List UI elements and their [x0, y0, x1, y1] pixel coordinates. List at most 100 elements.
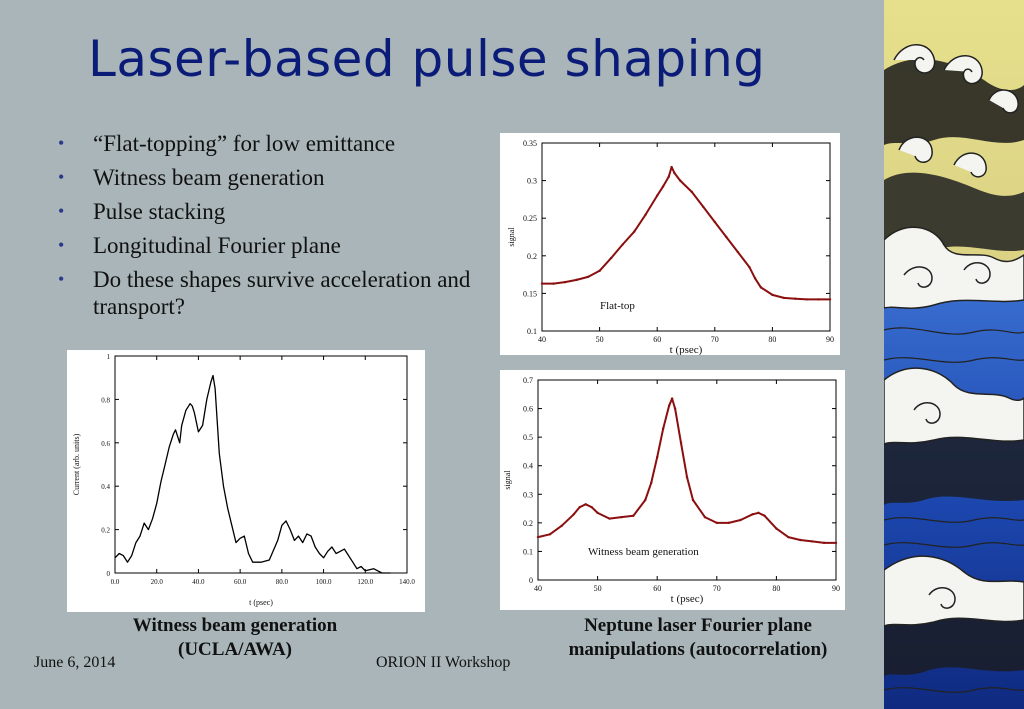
data-point [540, 282, 544, 285]
data-point [586, 275, 590, 279]
y-tick-label: 0.3 [523, 490, 533, 499]
data-point [644, 498, 647, 502]
data-point [590, 505, 593, 509]
bullet-dot: • [58, 133, 65, 153]
bullet-dot: • [58, 235, 65, 255]
chart-annotation: Witness beam generation [588, 546, 699, 558]
y-axis-label: signal [503, 470, 512, 490]
data-point [787, 535, 790, 539]
data-point [703, 515, 707, 519]
data-point [650, 481, 653, 485]
x-tick-label: 50 [594, 584, 602, 593]
ucla-awa-chart-svg: 0.0 20.0 40.0 60.0 80.0 100.0 120.0 140.0 0 0.2 0.… [72, 353, 415, 607]
y-tick-label: 0.2 [101, 527, 110, 535]
data-point [751, 513, 754, 516]
data-point [775, 527, 778, 530]
data-point [715, 521, 718, 525]
data-point [656, 455, 659, 459]
caption-left: Witness beam generation (UCLA/AWA) [100, 614, 370, 662]
data-point [725, 235, 728, 239]
x-tick-label: 80.0 [276, 578, 289, 586]
data-point [702, 205, 705, 209]
data-point [536, 535, 540, 539]
data-point [596, 511, 599, 515]
data-point [572, 513, 575, 516]
chart-annotation: Flat-top [600, 300, 635, 312]
y-tick-label: 0.3 [527, 177, 537, 186]
y-tick-label: 0.4 [523, 462, 533, 471]
data-point [690, 190, 693, 194]
data-point [667, 175, 670, 179]
y-axis-label: signal [507, 227, 516, 247]
x-axis-label: t (psec) [249, 598, 273, 607]
plot-frame [541, 142, 831, 332]
flat-top-chart-svg: 40 50 60 70 80 90 0.1 0.15 0.2 0.25 0.3 0.35 t (psec… [507, 139, 834, 355]
caption-left-line-1: Witness beam generation [132, 615, 338, 636]
data-point [810, 540, 814, 543]
bullet-dot: • [58, 269, 65, 289]
bullet-text: Witness beam generation [93, 165, 325, 190]
data-point [548, 533, 552, 536]
x-tick-label: 50 [596, 335, 604, 344]
ucla-awa-chart: 0.0 20.0 40.0 60.0 80.0 100.0 120.0 140.0 0 0.2 0.… [67, 350, 425, 612]
data-point [552, 282, 555, 285]
y-tick-label: 0 [529, 576, 533, 585]
data-point [805, 298, 809, 301]
data-point [679, 179, 682, 182]
series-line [542, 166, 830, 301]
x-tick-label: 70 [711, 335, 719, 344]
bullet-dot: • [58, 167, 65, 187]
data-point [763, 514, 766, 517]
x-tick-label: 40.0 [192, 578, 205, 586]
y-axis-label: Current (arb. units) [72, 433, 81, 495]
x-tick-label: 70 [713, 584, 721, 593]
y-tick-label: 0.6 [101, 440, 110, 448]
data-point [644, 213, 647, 216]
y-tick-label: 0.5 [523, 433, 533, 442]
y-tick-label: 1 [107, 353, 111, 361]
caption-right-line-2: manipulations (autocorrelation) [568, 639, 828, 660]
wave-art-icon [884, 0, 1024, 709]
x-tick-label: 120.0 [357, 578, 373, 586]
data-point [753, 277, 757, 280]
bullet-text: Do these shapes survive acceleration and… [93, 267, 471, 319]
data-point [799, 538, 802, 542]
bullet-text: Pulse stacking [93, 199, 226, 224]
bullet-item: • Pulse stacking [58, 198, 498, 225]
y-tick-label: 0.1 [523, 547, 533, 556]
neptune-witness-chart: 40 50 60 70 80 90 0 0.1 0.2 0.3 0.4 0.5 0.6 0.7 t (pse… [500, 370, 845, 610]
y-tick-label: 0.1 [527, 327, 537, 336]
data-point [736, 250, 740, 254]
y-tick-label: 0 [107, 570, 111, 578]
y-tick-label: 0.8 [101, 396, 110, 404]
y-tick-label: 0.35 [523, 139, 537, 148]
data-point [679, 441, 683, 445]
data-point [691, 498, 695, 502]
data-point [598, 269, 601, 273]
x-tick-label: 60 [653, 584, 661, 593]
y-tick-label: 0.2 [527, 252, 537, 261]
data-point [575, 278, 578, 282]
data-point [685, 475, 689, 479]
data-point [794, 297, 797, 300]
data-point [739, 518, 742, 522]
x-tick-label: 20.0 [151, 578, 164, 586]
series-line [114, 374, 391, 574]
x-tick-label: 100.0 [316, 578, 332, 586]
data-point [609, 256, 613, 260]
data-point [834, 541, 838, 545]
data-point [757, 511, 760, 515]
data-point [727, 521, 730, 525]
y-tick-label: 0.7 [523, 376, 533, 385]
x-axis-label: t (psec) [671, 593, 704, 605]
data-point [759, 286, 763, 289]
bullet-dot: • [58, 201, 65, 221]
x-tick-label: 140.0 [399, 578, 415, 586]
series-line [537, 397, 836, 544]
slide-title: Laser-based pulse shaping [88, 30, 766, 88]
bullet-text: “Flat-topping” for low emittance [93, 131, 396, 156]
x-tick-label: 40 [538, 335, 546, 344]
caption-right-line-1: Neptune laser Fourier plane [584, 615, 812, 636]
data-point [748, 265, 751, 269]
caption-right: Neptune laser Fourier plane manipulation… [528, 614, 868, 662]
